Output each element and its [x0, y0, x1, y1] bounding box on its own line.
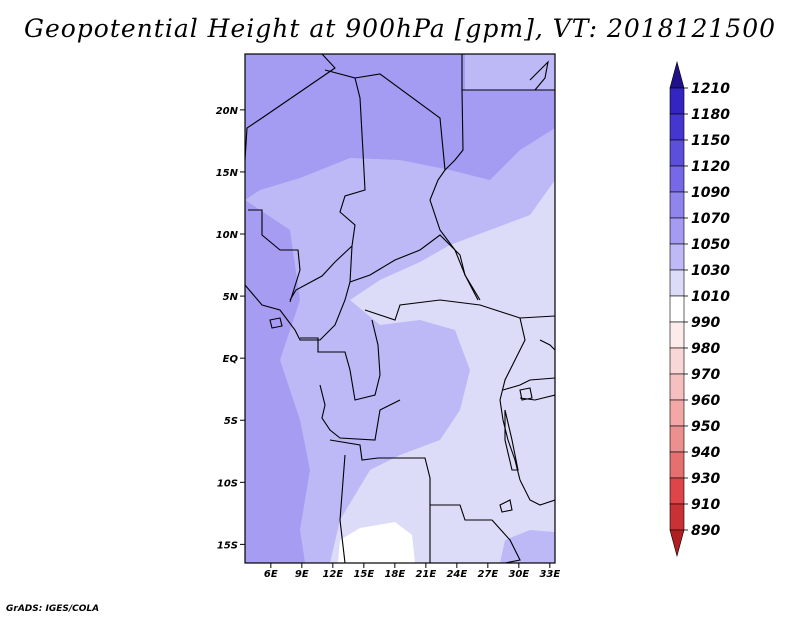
lake-mweru — [499, 499, 513, 513]
y-tick-label: 5N — [223, 292, 239, 303]
colorbar-box — [669, 295, 685, 323]
colorbar-label: 1010 — [691, 289, 730, 305]
boundaries — [245, 54, 555, 563]
border-cameroon-gabon — [300, 319, 381, 401]
y-tick-label: EQ — [223, 354, 239, 365]
colorbar-label: 980 — [691, 341, 720, 357]
colorbar-label: 1090 — [691, 185, 730, 201]
colorbar-label: 990 — [691, 315, 720, 331]
colorbar-box — [669, 347, 685, 375]
y-tick-label: 15S — [217, 540, 238, 551]
map-frame — [244, 53, 556, 564]
colorbar-label: 1180 — [691, 107, 730, 123]
colorbar-label: 970 — [691, 367, 720, 383]
border-uganda-kenya — [502, 377, 555, 391]
colorbar-box — [669, 321, 685, 349]
y-tick-label: 15N — [216, 168, 239, 179]
colorbar-label: 1050 — [691, 237, 730, 253]
colorbar-label: 930 — [691, 471, 720, 487]
y-tick-label: 5S — [224, 416, 238, 427]
colorbar-top-triangle — [669, 60, 685, 89]
field-patch-1030 — [372, 325, 465, 445]
colorbar-label: 1150 — [691, 133, 730, 149]
field-patch-below-1010 — [338, 522, 415, 563]
colorbar-box — [669, 139, 685, 167]
colorbar-box — [669, 503, 685, 531]
colorbar: 1210 1180 1150 1120 1090 1070 1050 1030 1010 990 9… — [669, 60, 730, 558]
border-car-north — [349, 234, 481, 301]
border-east-lakes — [499, 317, 526, 481]
x-tick-label: 15E — [353, 569, 374, 580]
colorbar-box — [669, 269, 685, 297]
lakes — [269, 317, 533, 513]
height-field — [245, 54, 555, 563]
chart-title: Geopotential Height at 900hPa [gpm], VT:… — [23, 14, 777, 43]
colorbar-box — [669, 477, 685, 505]
field-band-1010-east — [330, 180, 555, 563]
colorbar-box — [669, 165, 685, 193]
border-south-sudan-east — [539, 339, 555, 351]
colorbar-box — [669, 191, 685, 219]
x-tick-label: 6E — [264, 569, 278, 580]
lake-victoria — [519, 387, 533, 401]
border-zambia-malawi — [491, 519, 521, 563]
colorbar-label: 1030 — [691, 263, 730, 279]
border-congo — [319, 384, 401, 441]
colorbar-label: 960 — [691, 393, 720, 409]
footer-credit: GrADS: IGES/COLA — [6, 604, 100, 614]
border-kenya-tanzania — [519, 394, 555, 401]
x-tick-label: 21E — [415, 569, 436, 580]
y-tick-label: 10N — [216, 230, 239, 241]
colorbar-box — [669, 113, 685, 141]
border-nigeria — [245, 245, 353, 341]
colorbar-box — [669, 243, 685, 271]
colorbar-label: 890 — [691, 523, 720, 539]
border-mali-niger — [289, 69, 366, 301]
field-patch-1030-south — [500, 530, 555, 563]
colorbar-box — [669, 425, 685, 453]
colorbar-label: 940 — [691, 445, 720, 461]
colorbar-label: 1210 — [691, 81, 730, 97]
colorbar-label: 1070 — [691, 211, 730, 227]
border-chad — [354, 73, 479, 301]
colorbar-box — [669, 217, 685, 245]
colorbar-label: 950 — [691, 419, 720, 435]
border-angola-drc — [329, 439, 492, 521]
colorbar-bottom-triangle — [669, 529, 685, 558]
lake-tanganyika — [504, 409, 519, 471]
coastline-west — [245, 54, 336, 161]
y-axis: 20N 15N 10N 5N EQ 5S 10S 15S — [216, 106, 245, 551]
x-tick-label: 33E — [539, 569, 560, 580]
colorbar-box — [669, 451, 685, 479]
y-tick-label: 20N — [216, 106, 239, 117]
lake-volta — [269, 317, 283, 329]
x-tick-label: 27E — [477, 569, 498, 580]
colorbar-label: 1120 — [691, 159, 730, 175]
x-tick-label: 24E — [446, 569, 467, 580]
y-tick-label: 10S — [217, 478, 238, 489]
colorbar-box — [669, 87, 685, 115]
colorbar-box — [669, 373, 685, 401]
border-angola-west — [339, 454, 346, 563]
x-axis: 6E 9E 12E 15E 18E 21E 24E 27E 30E 33E — [264, 563, 560, 580]
border-tanzania-south — [519, 479, 555, 506]
x-tick-label: 9E — [295, 569, 309, 580]
colorbar-label: 910 — [691, 497, 720, 513]
coastline-red-sea — [529, 60, 549, 91]
colorbar-box — [669, 399, 685, 427]
x-tick-label: 18E — [384, 569, 405, 580]
x-tick-label: 12E — [322, 569, 343, 580]
border-burkina — [248, 209, 301, 303]
border-sudan-west — [444, 89, 464, 171]
x-tick-label: 30E — [508, 569, 529, 580]
